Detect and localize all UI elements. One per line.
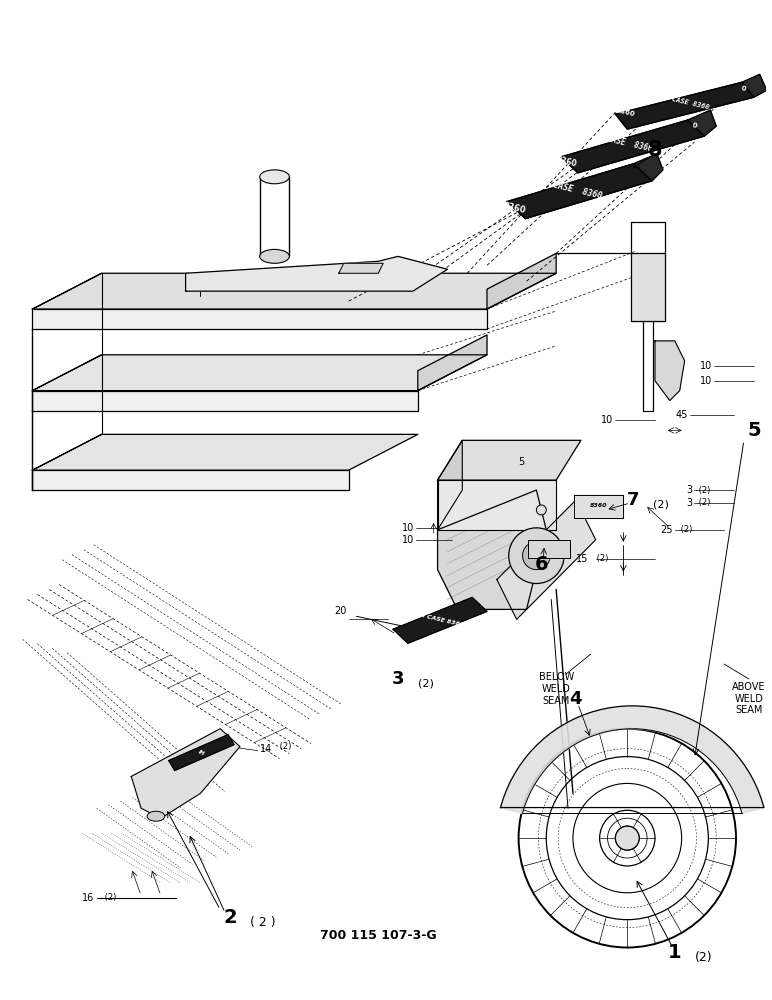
Text: 3: 3: [686, 485, 692, 495]
Text: 14: 14: [259, 744, 272, 754]
Text: 45: 45: [676, 410, 688, 420]
Text: 8360: 8360: [615, 107, 635, 117]
Text: 0: 0: [741, 85, 747, 92]
Polygon shape: [438, 440, 462, 530]
Text: 700 115 107-3-G: 700 115 107-3-G: [320, 929, 437, 942]
Polygon shape: [529, 540, 570, 558]
Text: 5: 5: [747, 421, 760, 440]
Polygon shape: [32, 434, 102, 470]
Circle shape: [509, 528, 564, 584]
Circle shape: [523, 542, 550, 570]
Text: (2): (2): [277, 742, 292, 751]
Polygon shape: [32, 391, 418, 410]
Polygon shape: [655, 341, 685, 401]
Polygon shape: [339, 263, 383, 273]
Ellipse shape: [259, 249, 290, 263]
Text: IH CASE 8360: IH CASE 8360: [659, 94, 710, 111]
Text: 3: 3: [686, 498, 692, 508]
Text: 8360: 8360: [590, 503, 608, 508]
Text: (2): (2): [594, 554, 608, 563]
Polygon shape: [742, 74, 767, 97]
Text: (2): (2): [678, 525, 692, 534]
Text: IH CASE  8360: IH CASE 8360: [537, 177, 603, 200]
Text: 5: 5: [518, 457, 524, 467]
Polygon shape: [32, 273, 102, 309]
Text: 2: 2: [223, 908, 237, 927]
Text: IH: IH: [198, 749, 205, 756]
Polygon shape: [497, 500, 596, 619]
Polygon shape: [506, 164, 652, 219]
Text: (2): (2): [696, 498, 711, 507]
Ellipse shape: [147, 811, 165, 821]
Ellipse shape: [259, 170, 290, 184]
Text: ABOVE
WELD
SEAM: ABOVE WELD SEAM: [732, 682, 766, 715]
Polygon shape: [631, 253, 665, 321]
Polygon shape: [438, 490, 547, 609]
Text: 20: 20: [334, 606, 347, 616]
Polygon shape: [633, 154, 663, 181]
Text: IH CASE 8360: IH CASE 8360: [417, 613, 464, 628]
Text: 25: 25: [660, 525, 672, 535]
Text: 10: 10: [700, 376, 713, 386]
Text: 3: 3: [392, 670, 405, 688]
Polygon shape: [131, 729, 240, 818]
Text: 16: 16: [83, 893, 95, 903]
Polygon shape: [32, 434, 418, 470]
Text: 0: 0: [692, 123, 698, 130]
Polygon shape: [487, 253, 556, 309]
Text: 4: 4: [570, 690, 582, 708]
Polygon shape: [615, 82, 753, 129]
Polygon shape: [500, 706, 764, 813]
Text: IH CASE  8360: IH CASE 8360: [593, 131, 654, 153]
Text: (2): (2): [418, 679, 434, 689]
Polygon shape: [418, 335, 487, 391]
Polygon shape: [688, 110, 716, 136]
Text: 8360: 8360: [503, 202, 527, 216]
Polygon shape: [393, 597, 487, 643]
Text: ( 2 ): ( 2 ): [250, 916, 276, 929]
Circle shape: [615, 826, 639, 850]
Text: 10: 10: [700, 361, 713, 371]
Circle shape: [537, 505, 547, 515]
Polygon shape: [438, 480, 556, 530]
Polygon shape: [185, 256, 448, 291]
Text: 10: 10: [401, 535, 414, 545]
Text: 8360: 8360: [555, 155, 577, 169]
Polygon shape: [169, 735, 234, 770]
Text: 10: 10: [601, 415, 614, 425]
Text: 1: 1: [668, 943, 682, 962]
Text: 6: 6: [534, 555, 548, 574]
Text: (2): (2): [102, 893, 116, 902]
Polygon shape: [32, 355, 487, 391]
Polygon shape: [561, 120, 704, 173]
Text: (2): (2): [695, 951, 712, 964]
Text: 15: 15: [577, 554, 589, 564]
Text: 10: 10: [401, 523, 414, 533]
Polygon shape: [32, 470, 349, 490]
Polygon shape: [32, 309, 487, 329]
Polygon shape: [438, 440, 581, 480]
Text: (2): (2): [653, 500, 669, 510]
Polygon shape: [574, 495, 623, 518]
Polygon shape: [32, 355, 102, 391]
Polygon shape: [32, 273, 556, 309]
Text: 7: 7: [627, 491, 639, 509]
Text: 8: 8: [648, 140, 662, 160]
Text: (2): (2): [696, 486, 711, 495]
Text: BELOW
WELD
SEAM: BELOW WELD SEAM: [539, 672, 574, 706]
